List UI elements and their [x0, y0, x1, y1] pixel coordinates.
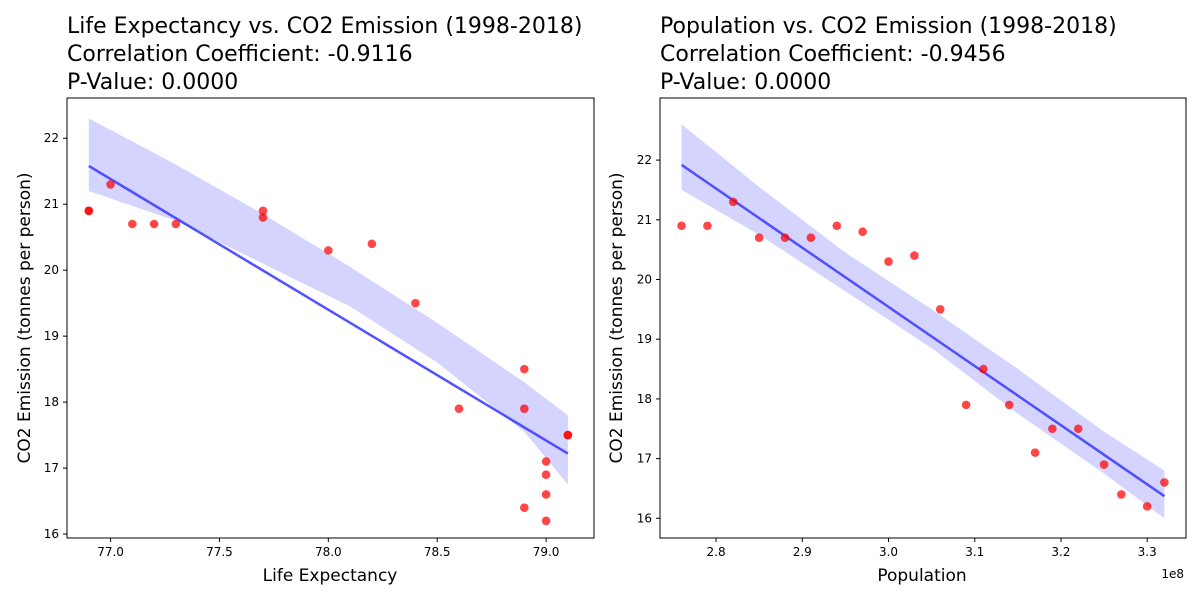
panel-right: Population vs. CO2 Emission (1998-2018) …: [607, 14, 1187, 586]
y-tick-label-6: 22: [44, 131, 59, 145]
x-axis-label: Population: [877, 566, 966, 586]
y-tick-label-0: 16: [44, 527, 59, 541]
y-tick-label-0: 16: [637, 511, 652, 525]
data-point-17: [1099, 460, 1109, 469]
x-tick-label-3: 3.1: [965, 545, 984, 559]
data-point-12: [979, 364, 988, 374]
y-axis-label: CO2 Emission (tonnes per person): [607, 172, 627, 463]
chart-title-line-1: Life Expectancy vs. CO2 Emission (1998-2…: [67, 14, 582, 39]
y-tick-label-2: 18: [637, 392, 652, 406]
data-point-4: [780, 233, 790, 243]
chart-title-line-2: Correlation Coefficient: -0.9456: [660, 42, 1006, 67]
chart-title-line-1: Population vs. CO2 Emission (1998-2018): [660, 14, 1117, 39]
data-point-11: [454, 404, 464, 414]
axes-frame: [659, 97, 1187, 539]
data-point-14: [1030, 448, 1040, 457]
data-point-7: [258, 213, 268, 222]
data-point-19: [1142, 502, 1152, 511]
data-point-17: [541, 490, 551, 499]
data-point-9: [910, 251, 919, 260]
data-point-5: [171, 219, 181, 229]
y-axis-label: CO2 Emission (tonnes per person): [15, 172, 35, 463]
x-axis-offset-label: 1e8: [1161, 567, 1184, 581]
data-point-1: [84, 206, 94, 216]
data-point-8: [884, 257, 893, 266]
y-tick-label-3: 19: [637, 332, 652, 346]
x-tick-label-4: 79.0: [533, 545, 560, 559]
data-point-14: [520, 503, 529, 512]
data-point-9: [367, 239, 377, 249]
data-point-6: [832, 221, 842, 231]
y-tick-label-5: 21: [44, 197, 59, 211]
data-point-2: [728, 197, 738, 207]
confidence-band: [681, 124, 1165, 519]
x-tick-label-0: 2.8: [707, 545, 726, 559]
data-point-20: [563, 430, 573, 440]
regression-line: [680, 163, 1166, 498]
x-tick-label-1: 77.5: [206, 545, 233, 559]
data-point-0: [677, 221, 686, 231]
data-point-4: [149, 219, 159, 229]
data-point-7: [858, 227, 867, 237]
chart-title-line-3: P-Value: 0.0000: [660, 70, 831, 95]
data-point-20: [1160, 478, 1169, 487]
data-point-10: [935, 305, 945, 314]
data-point-5: [806, 233, 816, 243]
confidence-band: [88, 118, 568, 485]
data-point-8: [324, 246, 333, 255]
x-tick-label-4: 3.2: [1051, 545, 1070, 559]
x-tick-label-3: 78.5: [424, 545, 451, 559]
data-point-13: [1004, 400, 1014, 410]
data-point-2: [106, 180, 115, 189]
y-tick-label-4: 20: [44, 263, 59, 277]
chart-title-line-3: P-Value: 0.0000: [67, 70, 238, 95]
axes-frame: [66, 97, 595, 539]
y-tick-label-5: 21: [637, 213, 652, 227]
data-point-16: [541, 470, 551, 479]
data-point-18: [541, 516, 551, 526]
x-tick-label-1: 2.9: [793, 545, 812, 559]
data-point-11: [961, 400, 971, 410]
y-tick-label-2: 18: [44, 395, 59, 409]
chart-title-line-2: Correlation Coefficient: -0.9116: [67, 42, 413, 67]
data-point-1: [703, 221, 712, 231]
data-point-16: [1073, 424, 1083, 434]
data-point-18: [1117, 490, 1126, 499]
y-tick-label-4: 20: [637, 272, 652, 286]
panel-left: Life Expectancy vs. CO2 Emission (1998-2…: [15, 14, 595, 586]
x-axis-label: Life Expectancy: [263, 566, 398, 586]
data-point-15: [541, 457, 551, 466]
x-tick-label-0: 77.0: [97, 545, 124, 559]
plot-area: 2.8 2.9 3.0 3.1 3.2 3.3 16 17 18 19 20 21 22: [637, 97, 1187, 559]
data-point-15: [1048, 424, 1057, 434]
regression-line: [88, 164, 569, 455]
y-tick-label-1: 17: [44, 461, 59, 475]
plot-area: 77.0 77.5 78.0 78.5 79.0 16 17 18 19 20 21 22: [44, 97, 595, 559]
data-point-13: [520, 404, 529, 414]
x-tick-label-2: 3.0: [879, 545, 898, 559]
y-tick-label-3: 19: [44, 329, 59, 343]
x-tick-label-5: 3.3: [1138, 545, 1157, 559]
y-tick-label-6: 22: [637, 153, 652, 167]
y-tick-label-1: 17: [637, 452, 652, 466]
data-point-10: [411, 298, 420, 308]
x-tick-label-2: 78.0: [315, 545, 342, 559]
data-point-3: [128, 219, 137, 229]
data-point-3: [754, 233, 764, 243]
data-point-12: [520, 364, 529, 374]
data-point-6: [258, 206, 268, 216]
